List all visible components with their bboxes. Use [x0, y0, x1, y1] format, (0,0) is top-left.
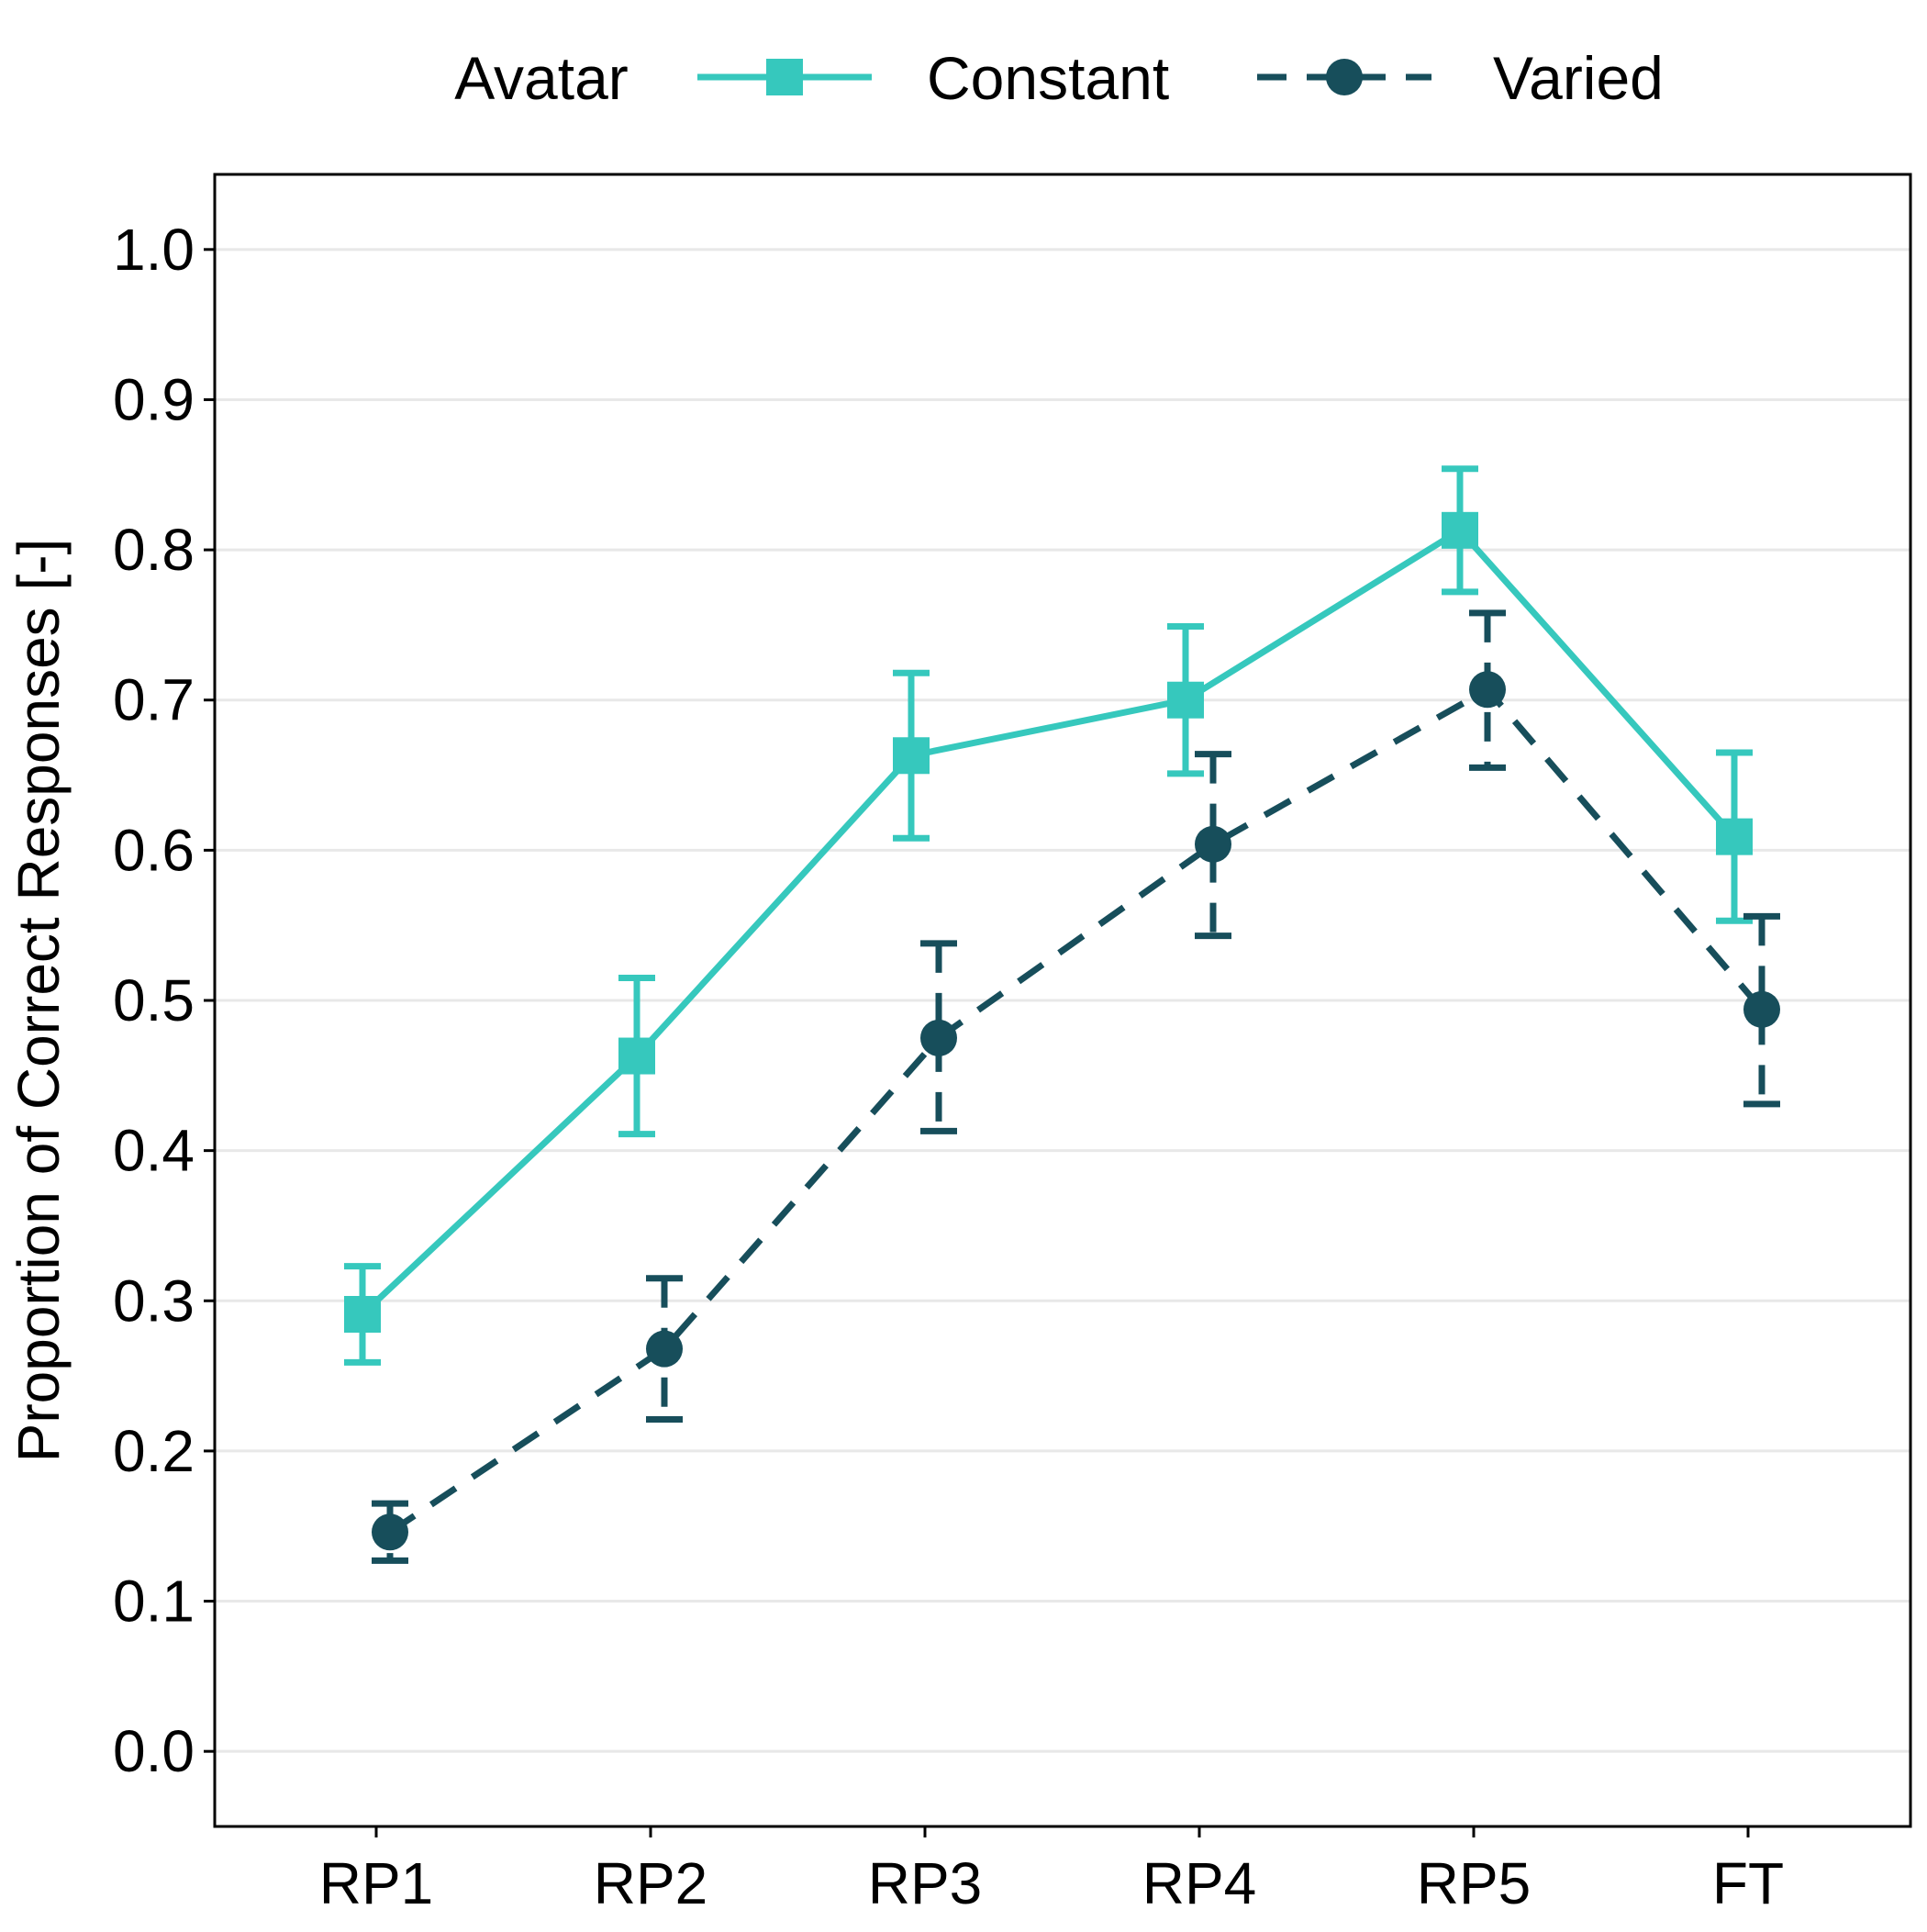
data-point-varied[interactable]	[1195, 825, 1231, 863]
legend-entry-varied[interactable]: Varied	[1257, 44, 1664, 112]
axes: 0.0 0.1 0.2 0.3 0.4 0.5 0.6 0.7 0.8 0.9 1.0 RP1 RP2 R…	[113, 217, 1784, 1916]
legend-title: Avatar	[454, 44, 629, 112]
series-varied	[372, 609, 1780, 1564]
y-tick-label: 0.8	[113, 517, 195, 583]
data-point-varied[interactable]	[1743, 990, 1780, 1028]
legend-label-constant: Constant	[927, 44, 1169, 112]
data-point-constant[interactable]	[618, 1037, 655, 1075]
error-bar-varied	[920, 940, 957, 1134]
x-tick-label: RP2	[594, 1850, 708, 1916]
x-tick-label: RP3	[868, 1850, 983, 1916]
series-group	[344, 465, 1780, 1564]
data-point-constant[interactable]	[893, 737, 930, 775]
y-tick-label: 1.0	[113, 217, 195, 283]
series-constant	[344, 465, 1753, 1366]
error-bar-varied	[1743, 912, 1780, 1108]
x-tick-label: RP4	[1142, 1850, 1257, 1916]
data-point-constant[interactable]	[344, 1296, 381, 1333]
y-tick-label: 0.1	[113, 1569, 195, 1635]
series-line-constant	[360, 527, 1737, 1317]
y-tick-label: 0.7	[113, 667, 195, 733]
legend-entry-constant[interactable]: Constant	[697, 44, 1169, 112]
y-tick-label: 0.5	[113, 967, 195, 1033]
y-tick-label: 0.3	[113, 1268, 195, 1334]
y-tick-label: 0.9	[113, 366, 195, 432]
data-point-varied[interactable]	[372, 1513, 408, 1551]
y-tick-label: 0.0	[113, 1718, 195, 1784]
gridlines	[215, 248, 1910, 1753]
data-point-varied[interactable]	[1469, 671, 1506, 709]
series-line-varied	[388, 686, 1765, 1536]
y-axis-label: Proportion of Correct Responses [-]	[6, 539, 72, 1463]
y-tick-label: 0.2	[113, 1418, 195, 1484]
legend-label-varied: Varied	[1493, 44, 1664, 112]
legend: Avatar Constant Varied	[454, 44, 1664, 112]
x-tick-label: FT	[1712, 1850, 1784, 1916]
data-point-constant[interactable]	[1167, 681, 1204, 719]
error-bar-varied	[1195, 751, 1231, 940]
data-point-constant[interactable]	[1716, 818, 1753, 855]
data-point-varied[interactable]	[920, 1019, 957, 1056]
x-tick-label: RP5	[1417, 1850, 1532, 1916]
legend-key-varied-circle-icon	[1326, 59, 1363, 95]
data-point-varied[interactable]	[646, 1330, 683, 1368]
data-point-constant[interactable]	[1442, 511, 1478, 549]
x-tick-label: RP1	[319, 1850, 434, 1916]
y-tick-label: 0.6	[113, 817, 195, 883]
y-tick-label: 0.4	[113, 1118, 195, 1184]
legend-key-constant-square-icon	[766, 59, 803, 95]
